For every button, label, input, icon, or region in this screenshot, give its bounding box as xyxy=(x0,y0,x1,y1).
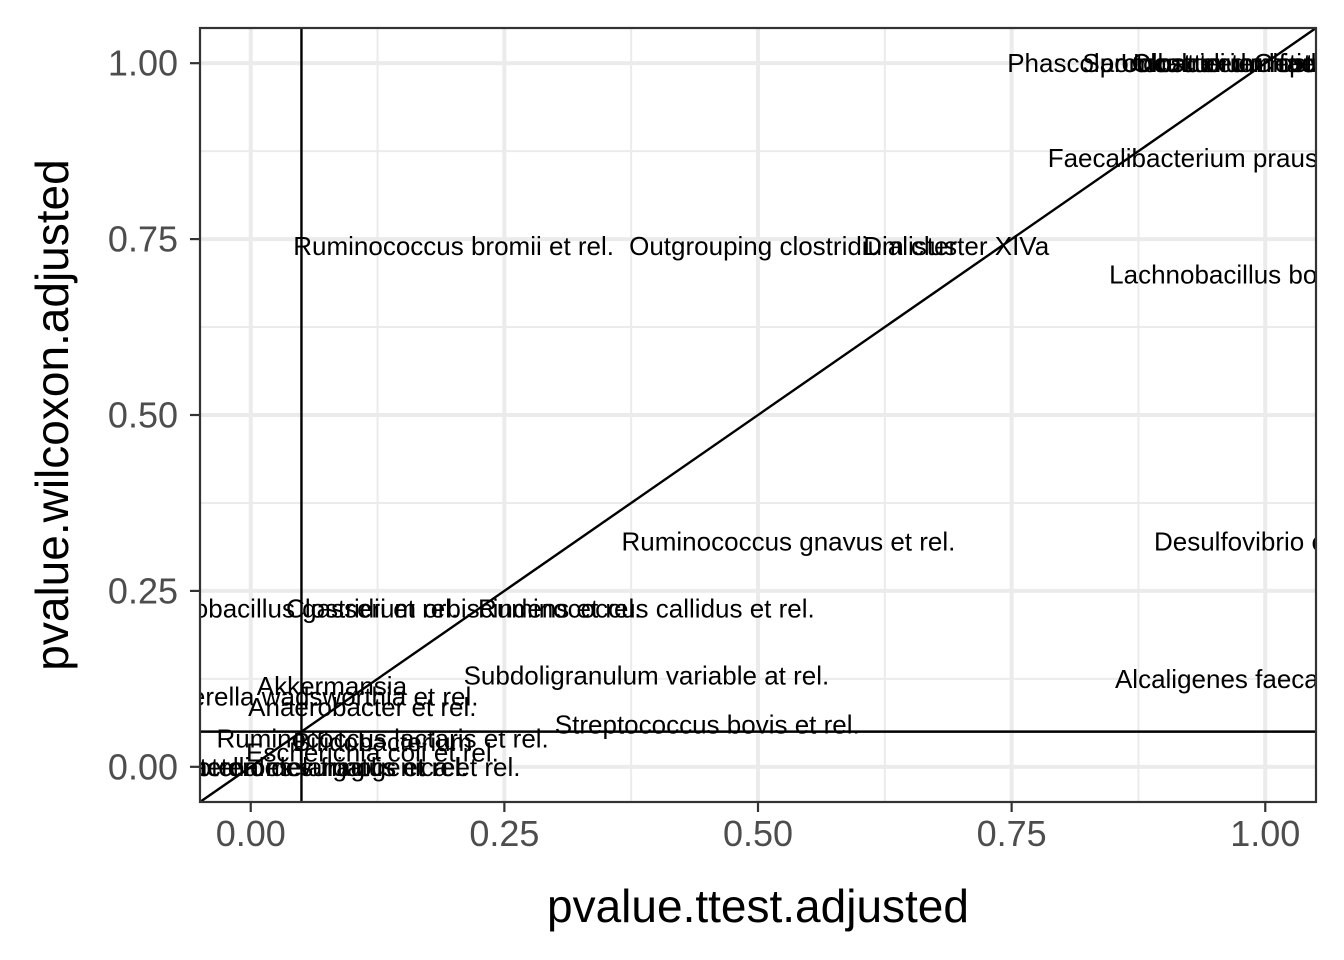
point-label: Outgrouping clostridium cluster XIVa xyxy=(629,231,1050,261)
reference-lines xyxy=(200,28,1316,802)
x-tick-label: 0.00 xyxy=(216,813,286,854)
y-tick-label: 0.50 xyxy=(108,395,178,436)
x-tick-label: 1.00 xyxy=(1230,813,1300,854)
point-label: Bacteroides fragilis et rel. xyxy=(176,752,468,782)
y-axis-ticks: 0.00 0.25 0.50 0.75 1.00 xyxy=(108,43,200,787)
point-label: Ruminococcus bromii et rel. xyxy=(293,231,614,261)
point-label: Anaerobacter et rel. xyxy=(248,692,476,722)
point-label: Lachnobacillus bovis et rel. xyxy=(1109,259,1344,289)
point-label: Lactobacillus gasseri et rel. xyxy=(145,594,459,624)
point-label: Alcaligenes faecalis et rel. xyxy=(1115,664,1344,694)
x-tick-label: 0.50 xyxy=(723,813,793,854)
point-label: Clostridium orbiscindens et rel. xyxy=(286,594,641,624)
point-label: Streptococcus bovis et rel. xyxy=(555,710,860,740)
point-label: Sporobacter termitidis et rel. xyxy=(1082,48,1344,78)
y-tick-label: 1.00 xyxy=(108,43,178,84)
point-label: Subdoligranulum variable at rel. xyxy=(464,660,830,690)
point-label: Sutterella wadsworthia et rel. xyxy=(145,681,479,711)
point-label: Bifidobacterium xyxy=(293,727,472,757)
x-tick-label: 0.75 xyxy=(977,813,1047,854)
identity-diagonal-line xyxy=(200,28,1316,802)
x-axis-ticks: 0.00 0.25 0.50 0.75 1.00 xyxy=(216,802,1300,854)
point-label: Dialister xyxy=(863,231,957,261)
point-label: Clostridium leptum et rel. xyxy=(1132,48,1344,78)
point-label: Ruminococcus gnavus et rel. xyxy=(622,527,956,557)
x-tick-label: 0.25 xyxy=(469,813,539,854)
point-label: Escherichia coli et rel. xyxy=(246,738,499,768)
y-tick-label: 0.25 xyxy=(108,570,178,611)
y-tick-label: 0.75 xyxy=(108,219,178,260)
y-axis-title: pvalue.wilcoxon.adjusted xyxy=(26,159,78,670)
point-label: Phascolarctobacterium faecium et rel. xyxy=(1007,48,1344,78)
point-label: Desulfovibrio et rel. xyxy=(1154,527,1344,557)
point-label: Faecalibacterium prausnitzii et rel. xyxy=(1048,143,1344,173)
point-label: Uncultured Clostridiales I xyxy=(1121,48,1344,78)
point-label: Prevotella melaninogenica et rel. xyxy=(143,752,520,782)
point-label: Akkermansia xyxy=(257,671,408,701)
x-axis-title: pvalue.ttest.adjusted xyxy=(547,880,969,932)
point-label: Bacteroides vulgatus et rel. xyxy=(155,752,469,782)
point-labels: Phascolarctobacterium faecium et rel.Spo… xyxy=(143,48,1344,782)
y-tick-label: 0.00 xyxy=(108,746,178,787)
point-label: Ruminococcus lactaris et rel. xyxy=(216,724,548,754)
point-label: Ruminococcus callidus et rel. xyxy=(478,594,815,624)
